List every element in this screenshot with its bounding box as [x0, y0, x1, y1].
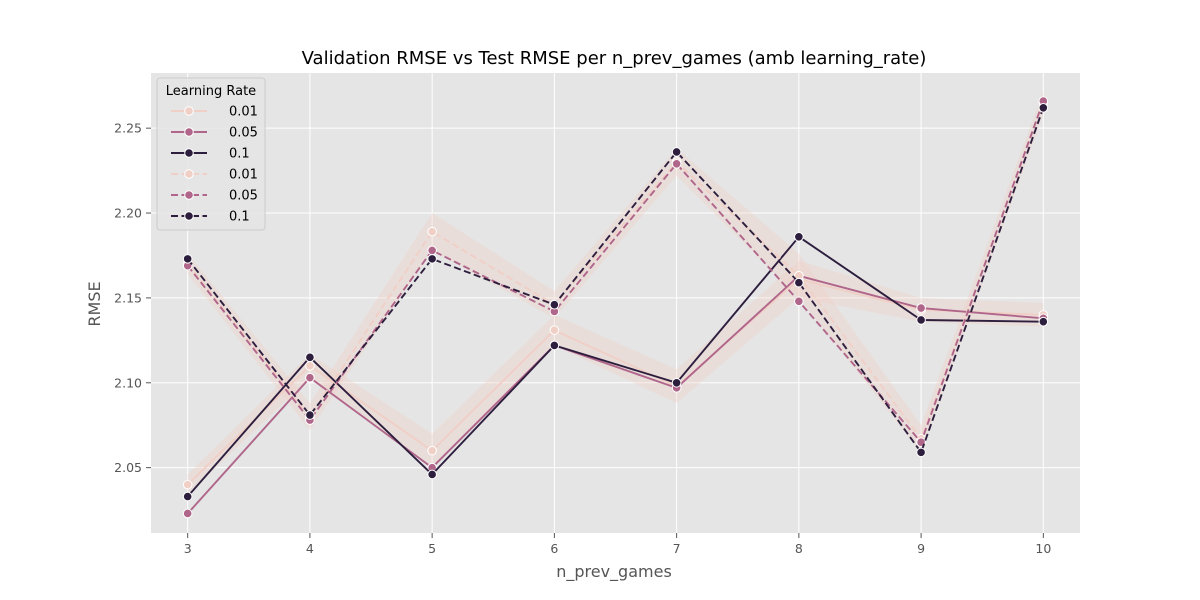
data-point — [427, 445, 437, 456]
data-point — [305, 410, 315, 420]
legend-marker-swatch — [184, 127, 194, 137]
legend-label: 0.01 — [229, 105, 258, 120]
legend-marker-swatch — [184, 211, 194, 221]
x-tick-label: 3 — [184, 541, 192, 556]
data-point — [671, 147, 682, 157]
y-tick-label: 2.15 — [114, 290, 142, 305]
x-tick-label: 6 — [550, 541, 558, 556]
data-point — [427, 254, 437, 264]
legend-item: 0.01 — [171, 168, 258, 183]
x-tick-label: 9 — [917, 541, 925, 556]
chart-title: Validation RMSE vs Test RMSE per n_prev_… — [302, 48, 927, 69]
confidence-bands — [187, 90, 1044, 495]
x-tick-label: 10 — [1035, 541, 1051, 556]
y-axis-label: RMSE — [85, 281, 104, 326]
x-tick-label: 5 — [428, 541, 436, 556]
legend-marker-swatch — [184, 106, 194, 116]
data-point — [794, 296, 804, 307]
series-lines — [182, 96, 1049, 519]
data-point — [549, 340, 560, 351]
data-point — [916, 447, 926, 458]
series-line — [186, 102, 1045, 440]
data-point — [427, 245, 437, 256]
legend: Learning Rate 0.01 0.05 0.1 0.01 0.05 0.1 — [156, 77, 266, 231]
data-point — [549, 325, 560, 335]
data-point — [427, 469, 437, 480]
legend-marker-swatch — [184, 190, 194, 200]
ci-band-series-1 — [187, 260, 1044, 495]
data-point — [182, 491, 193, 502]
legend-box — [156, 77, 266, 231]
legend-label: 0.05 — [229, 189, 258, 204]
legend-item: 0.1 — [171, 147, 250, 162]
series-3-group — [182, 232, 1049, 502]
data-point — [671, 377, 682, 388]
data-point — [916, 303, 926, 313]
data-point — [182, 479, 193, 490]
data-point — [794, 232, 804, 242]
series-5-group — [182, 96, 1049, 447]
legend-title: Learning Rate — [166, 84, 256, 99]
data-point — [427, 226, 437, 237]
legend-item: 0.05 — [171, 189, 258, 204]
x-tick-label: 4 — [306, 541, 314, 556]
axis-ticks: 3 4 5 6 7 8 9 10 2.05 2.10 2.15 2.20 2.25 — [114, 121, 1051, 556]
data-point — [305, 352, 315, 363]
data-point — [182, 508, 193, 519]
data-point — [305, 372, 315, 383]
data-point — [671, 159, 682, 169]
series-line — [186, 235, 1044, 498]
legend-item: 0.1 — [171, 210, 250, 225]
series-line — [186, 100, 1045, 444]
data-point — [1038, 102, 1049, 113]
legend-label: 0.1 — [229, 210, 250, 225]
legend-label: 0.05 — [229, 126, 258, 141]
y-tick-label: 2.25 — [114, 121, 142, 136]
data-point — [182, 254, 193, 264]
legend-marker-swatch — [184, 169, 194, 179]
legend-label: 0.1 — [229, 147, 250, 162]
data-point — [549, 299, 560, 310]
plot-area — [151, 73, 1080, 533]
y-tick-label: 2.10 — [114, 375, 142, 390]
data-point — [794, 277, 804, 288]
x-axis-label: n_prev_games — [556, 562, 672, 582]
x-tick-label: 8 — [795, 541, 803, 556]
data-point — [916, 315, 926, 325]
legend-marker-swatch — [184, 148, 194, 158]
legend-label: 0.01 — [229, 168, 258, 183]
x-tick-label: 7 — [673, 541, 681, 556]
legend-item: 0.05 — [171, 126, 258, 141]
legend-item: 0.01 — [171, 105, 258, 120]
series-6-group — [182, 102, 1049, 458]
series-line — [186, 107, 1045, 454]
series-line — [187, 278, 1044, 486]
data-point — [305, 361, 315, 371]
y-tick-label: 2.20 — [114, 206, 142, 221]
y-tick-label: 2.05 — [114, 460, 142, 475]
data-point — [1038, 316, 1049, 327]
